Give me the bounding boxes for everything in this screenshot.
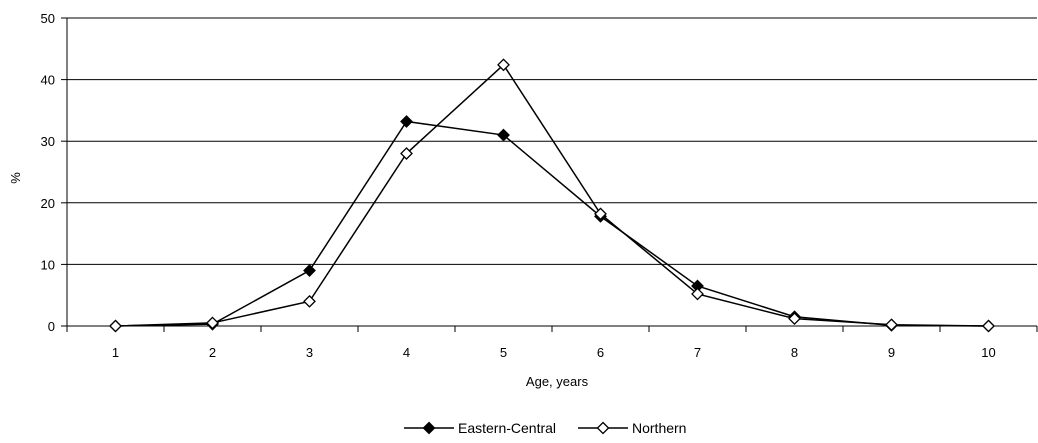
x-tick-label: 3: [306, 345, 313, 360]
y-tick-label: 40: [41, 73, 55, 88]
data-point: [109, 319, 122, 333]
legend-label: Eastern-Central: [458, 420, 556, 436]
y-tick-label: 20: [41, 196, 55, 211]
series-layer: [109, 58, 995, 333]
x-axis-ticks: 1 2 3 4 5 6 7 8 9 10: [66, 326, 1038, 360]
data-point: [206, 316, 219, 330]
data-point: [885, 318, 898, 332]
legend-label: Northern: [632, 420, 686, 436]
legend: Eastern-Central Northern: [404, 420, 686, 436]
y-tick-label: 0: [48, 319, 55, 334]
x-tick-label: 4: [403, 345, 410, 360]
data-point: [303, 294, 316, 308]
x-tick-label: 7: [694, 345, 701, 360]
x-tick-label: 9: [888, 345, 895, 360]
x-tick-label: 1: [112, 345, 119, 360]
legend-marker: [596, 421, 610, 435]
series-line: [115, 63, 989, 327]
x-tick-label: 2: [209, 345, 216, 360]
gridlines: [67, 17, 1037, 265]
y-axis-title: %: [8, 172, 23, 184]
x-tick-label: 8: [791, 345, 798, 360]
y-tick-label: 50: [41, 11, 55, 26]
data-point: [400, 147, 413, 160]
y-axis-ticks: 0 10 20 30 40 50: [41, 11, 67, 334]
data-point: [788, 312, 801, 326]
x-tick-label: 10: [981, 345, 995, 360]
series-line: [115, 120, 989, 327]
data-point: [594, 207, 607, 221]
y-tick-label: 30: [41, 134, 55, 149]
axes: [66, 18, 1037, 327]
data-point: [303, 264, 316, 277]
x-tick-label: 5: [500, 345, 507, 360]
data-point: [400, 115, 413, 128]
data-point: [497, 128, 510, 142]
x-tick-label: 6: [597, 345, 604, 360]
data-point: [982, 319, 995, 333]
x-axis-title: Age, years: [526, 374, 589, 389]
y-tick-label: 10: [41, 257, 55, 272]
data-point: [691, 287, 704, 301]
legend-marker: [422, 421, 436, 435]
data-point: [497, 58, 510, 72]
